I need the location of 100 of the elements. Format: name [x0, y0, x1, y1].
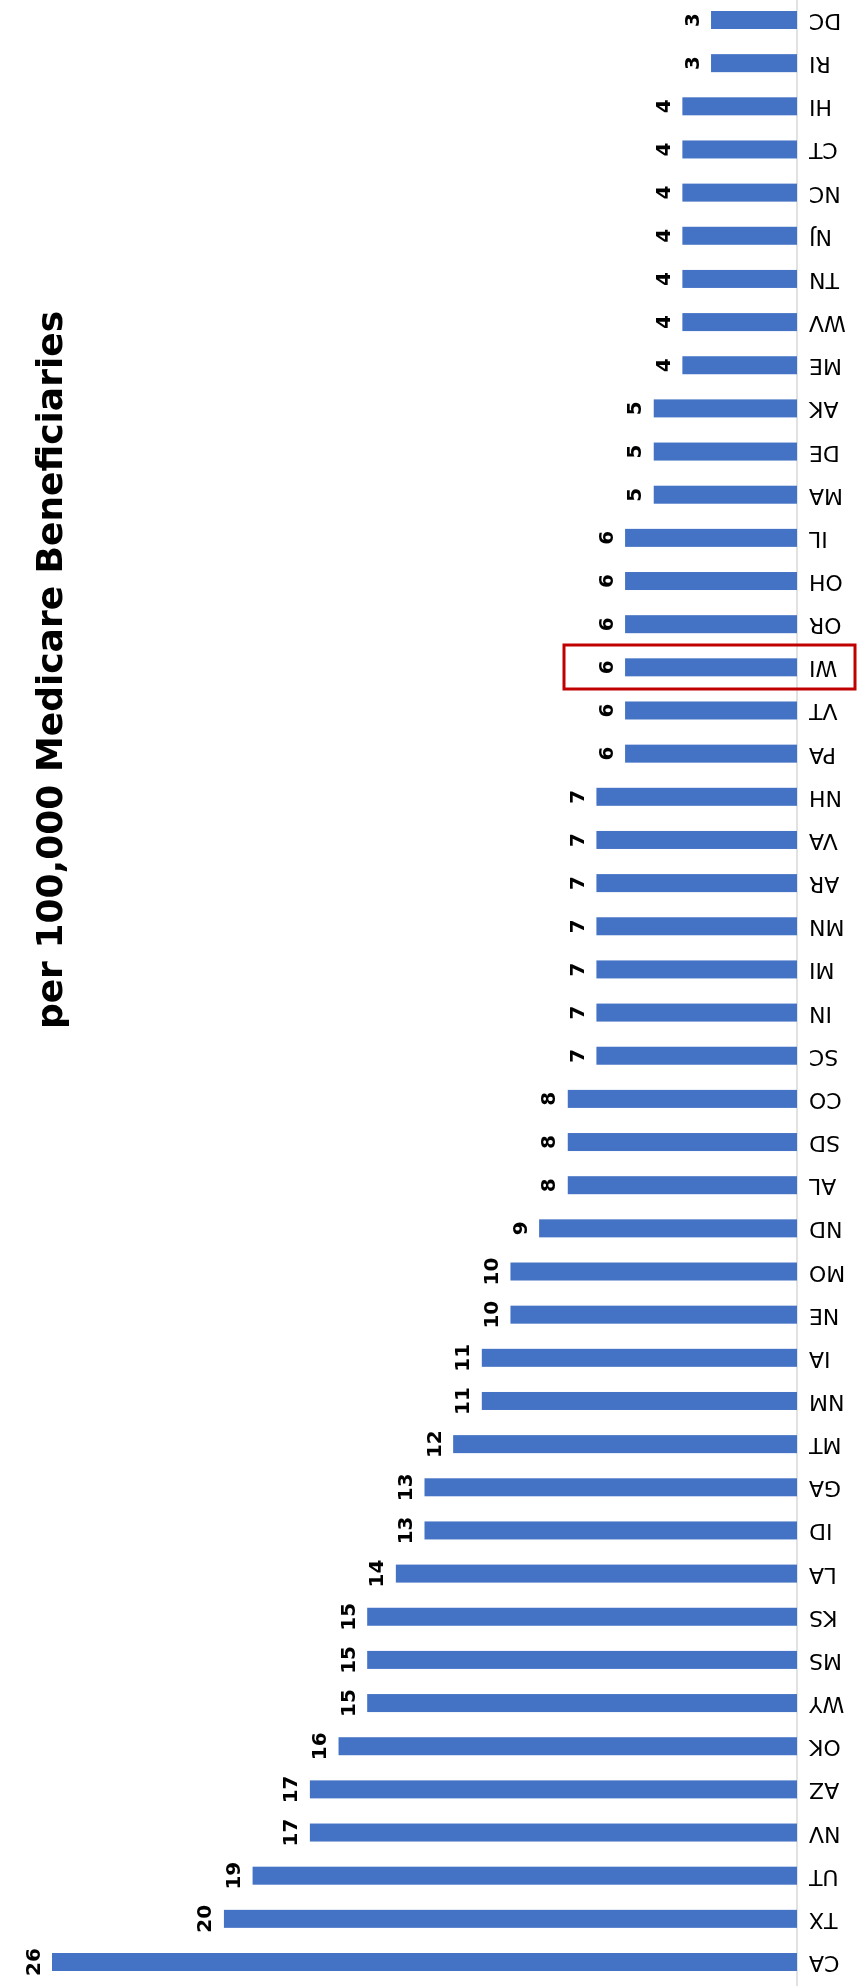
bar — [596, 917, 797, 936]
data-label: 3 — [679, 13, 704, 27]
y-tick-label: IA — [809, 1346, 831, 1372]
data-label: 4 — [650, 358, 675, 373]
bar — [711, 54, 797, 73]
y-tick-label: WI — [809, 656, 838, 682]
bar — [52, 1953, 797, 1971]
bar — [539, 1219, 797, 1238]
data-label: 6 — [593, 530, 618, 545]
y-tick-label: PA — [809, 742, 836, 768]
y-tick-label: NJ — [809, 224, 832, 250]
y-tick-label: HI — [809, 95, 833, 121]
bar — [309, 1780, 797, 1799]
y-tick-label: MT — [808, 1433, 842, 1459]
data-label: 19 — [221, 1861, 246, 1890]
data-label: 5 — [622, 444, 647, 459]
bar — [453, 1435, 797, 1454]
y-tick-label: MN — [809, 915, 845, 941]
bar — [653, 399, 797, 418]
bar — [223, 1909, 797, 1928]
y-tick-label: ND — [809, 1217, 843, 1243]
data-label: 8 — [536, 1135, 561, 1150]
data-label: 7 — [564, 919, 589, 934]
data-label: 15 — [335, 1602, 360, 1631]
bar — [653, 485, 797, 504]
y-tick-label: SD — [809, 1131, 840, 1157]
data-label: 26 — [20, 1948, 45, 1976]
y-tick-label: OH — [809, 570, 843, 596]
bar — [338, 1737, 797, 1756]
data-label: 7 — [564, 789, 589, 804]
bar — [682, 356, 797, 375]
y-tick-label: NE — [809, 1303, 840, 1329]
bar — [596, 787, 797, 806]
data-label: 4 — [650, 315, 675, 330]
y-tick-label: UT — [808, 1864, 839, 1890]
data-label: 4 — [650, 271, 675, 286]
bar — [682, 183, 797, 202]
data-label: 4 — [650, 99, 675, 114]
bar — [481, 1391, 797, 1410]
data-label: 4 — [650, 142, 675, 157]
data-label: 17 — [278, 1818, 303, 1847]
y-tick-label: MA — [809, 483, 844, 509]
y-tick-label: CO — [809, 1087, 842, 1113]
y-tick-label: VT — [808, 699, 838, 725]
bar — [510, 1305, 797, 1324]
data-label: 8 — [536, 1178, 561, 1193]
y-tick-label: CA — [809, 1951, 840, 1976]
y-tick-label: AL — [808, 1174, 837, 1200]
y-tick-label: OR — [809, 613, 842, 639]
bar — [653, 442, 797, 461]
data-label: 8 — [536, 1091, 561, 1106]
data-label: 7 — [564, 962, 589, 977]
text: per 100,000 Medicare Beneficiaries — [29, 310, 70, 1030]
y-tick-label: WY — [808, 1692, 845, 1718]
bar — [596, 1046, 797, 1065]
bar — [625, 744, 797, 763]
data-label: 13 — [393, 1516, 417, 1545]
y-tick-label: DE — [809, 440, 840, 466]
bar — [395, 1564, 797, 1583]
y-tick-label: KS — [809, 1605, 838, 1631]
data-label: 4 — [650, 228, 675, 243]
data-label: 6 — [593, 617, 618, 632]
y-tick-label: NH — [809, 785, 842, 811]
bar — [367, 1607, 797, 1626]
bar — [596, 874, 797, 893]
data-label: 15 — [335, 1689, 360, 1717]
y-tick-label: AK — [808, 397, 839, 423]
y-tick-label: LA — [809, 1562, 837, 1588]
bar — [367, 1650, 797, 1669]
data-label: 13 — [393, 1473, 417, 1502]
y-tick-label: AZ — [809, 1778, 840, 1804]
data-label: 5 — [622, 401, 647, 416]
bar — [682, 226, 797, 245]
y-tick-label: WV — [809, 311, 846, 337]
y-tick-label: MS — [809, 1648, 842, 1674]
bar — [481, 1348, 797, 1367]
data-label: 11 — [450, 1343, 475, 1372]
bar — [309, 1823, 797, 1842]
y-tick-label: RI — [809, 52, 831, 78]
bar — [596, 830, 797, 849]
y-tick-label: MO — [809, 1260, 846, 1286]
y-tick-label: IL — [808, 526, 828, 552]
data-label: 4 — [650, 185, 675, 200]
data-label: 10 — [478, 1300, 503, 1329]
bar — [625, 572, 797, 591]
data-label: 7 — [564, 1005, 589, 1020]
data-label: 14 — [364, 1559, 389, 1588]
bar — [711, 11, 797, 29]
bar — [682, 269, 797, 288]
data-label: 3 — [679, 56, 704, 71]
bar — [596, 1003, 797, 1022]
data-label: 10 — [478, 1257, 503, 1286]
data-label: 9 — [507, 1221, 532, 1236]
bar — [625, 528, 797, 547]
y-tick-label: IN — [809, 1001, 832, 1027]
y-tick-label: NV — [809, 1821, 841, 1847]
data-label: 11 — [450, 1387, 475, 1415]
data-label: 7 — [564, 1048, 589, 1063]
bar — [252, 1866, 797, 1885]
bar — [682, 313, 797, 332]
